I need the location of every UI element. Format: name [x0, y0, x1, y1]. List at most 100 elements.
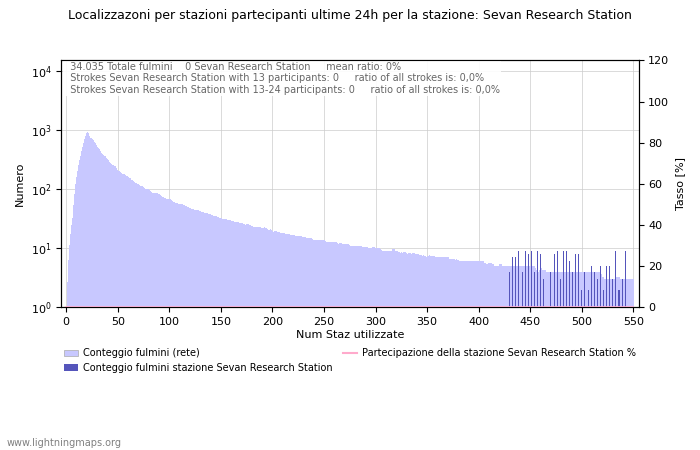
- Bar: [567, 272, 568, 450]
- Bar: [100, 151, 101, 450]
- Bar: [615, 279, 617, 450]
- Bar: [208, 214, 209, 450]
- Bar: [127, 177, 129, 450]
- Bar: [270, 229, 271, 450]
- Bar: [594, 272, 595, 450]
- Bar: [133, 181, 134, 450]
- Bar: [286, 234, 288, 450]
- Bar: [268, 230, 269, 450]
- Bar: [88, 133, 90, 450]
- Bar: [151, 192, 153, 450]
- Bar: [416, 254, 417, 450]
- Bar: [210, 214, 211, 450]
- Bar: [75, 184, 76, 450]
- Bar: [362, 247, 363, 450]
- Bar: [531, 266, 532, 450]
- Bar: [272, 230, 273, 450]
- Bar: [601, 274, 602, 450]
- Bar: [370, 248, 371, 450]
- Bar: [545, 270, 546, 450]
- Bar: [243, 224, 244, 450]
- Bar: [236, 222, 237, 450]
- Bar: [409, 253, 410, 450]
- Bar: [580, 272, 582, 450]
- Bar: [111, 164, 112, 450]
- Bar: [195, 210, 196, 450]
- Bar: [534, 272, 535, 450]
- Bar: [349, 245, 351, 450]
- Bar: [613, 279, 615, 450]
- Bar: [184, 205, 186, 450]
- Bar: [344, 244, 345, 450]
- Bar: [450, 259, 452, 450]
- Bar: [102, 154, 103, 450]
- Bar: [515, 266, 517, 450]
- Bar: [439, 257, 440, 450]
- Bar: [461, 261, 462, 450]
- Bar: [146, 189, 147, 450]
- Bar: [575, 254, 576, 450]
- Bar: [604, 279, 605, 450]
- Bar: [400, 253, 401, 450]
- Bar: [595, 272, 596, 450]
- Bar: [373, 248, 374, 450]
- Bar: [393, 249, 395, 450]
- Bar: [194, 210, 195, 450]
- Bar: [109, 162, 110, 450]
- Bar: [403, 252, 404, 450]
- Bar: [560, 272, 561, 450]
- Bar: [314, 240, 315, 450]
- Bar: [273, 232, 274, 450]
- Bar: [182, 204, 183, 450]
- Bar: [277, 232, 278, 450]
- Bar: [546, 272, 547, 450]
- Bar: [443, 257, 444, 450]
- Bar: [96, 145, 97, 450]
- Bar: [504, 266, 505, 450]
- Bar: [110, 163, 111, 450]
- Bar: [389, 251, 391, 450]
- Bar: [532, 266, 533, 450]
- Bar: [611, 279, 612, 450]
- Bar: [454, 260, 456, 450]
- Bar: [558, 272, 559, 450]
- Bar: [617, 277, 619, 450]
- Bar: [166, 198, 167, 450]
- Bar: [177, 203, 178, 450]
- Bar: [123, 175, 125, 450]
- Bar: [131, 180, 132, 450]
- Bar: [266, 228, 267, 450]
- Bar: [524, 251, 526, 450]
- Bar: [587, 290, 589, 450]
- Bar: [135, 183, 136, 450]
- Bar: [178, 204, 179, 450]
- Bar: [556, 272, 557, 450]
- Bar: [176, 203, 177, 450]
- Bar: [99, 149, 100, 450]
- Bar: [103, 155, 104, 450]
- Bar: [554, 272, 556, 450]
- Bar: [470, 261, 471, 450]
- Bar: [313, 240, 314, 450]
- Bar: [473, 261, 474, 450]
- Bar: [607, 279, 608, 450]
- Bar: [230, 220, 231, 450]
- Bar: [471, 261, 472, 450]
- Bar: [460, 261, 461, 450]
- Bar: [231, 220, 232, 450]
- Bar: [347, 243, 349, 450]
- Bar: [582, 272, 583, 450]
- Bar: [507, 266, 508, 450]
- Bar: [205, 213, 206, 450]
- Bar: [207, 213, 208, 450]
- Bar: [136, 183, 137, 450]
- Bar: [609, 266, 610, 450]
- Bar: [251, 226, 253, 450]
- Bar: [92, 140, 94, 450]
- Bar: [487, 263, 489, 450]
- Bar: [248, 224, 249, 450]
- Bar: [560, 279, 561, 450]
- Bar: [193, 209, 194, 450]
- Bar: [550, 272, 552, 450]
- Text: 34.035 Totale fulmini    0 Sevan Research Station     mean ratio: 0%
  Strokes S: 34.035 Totale fulmini 0 Sevan Research S…: [64, 62, 500, 95]
